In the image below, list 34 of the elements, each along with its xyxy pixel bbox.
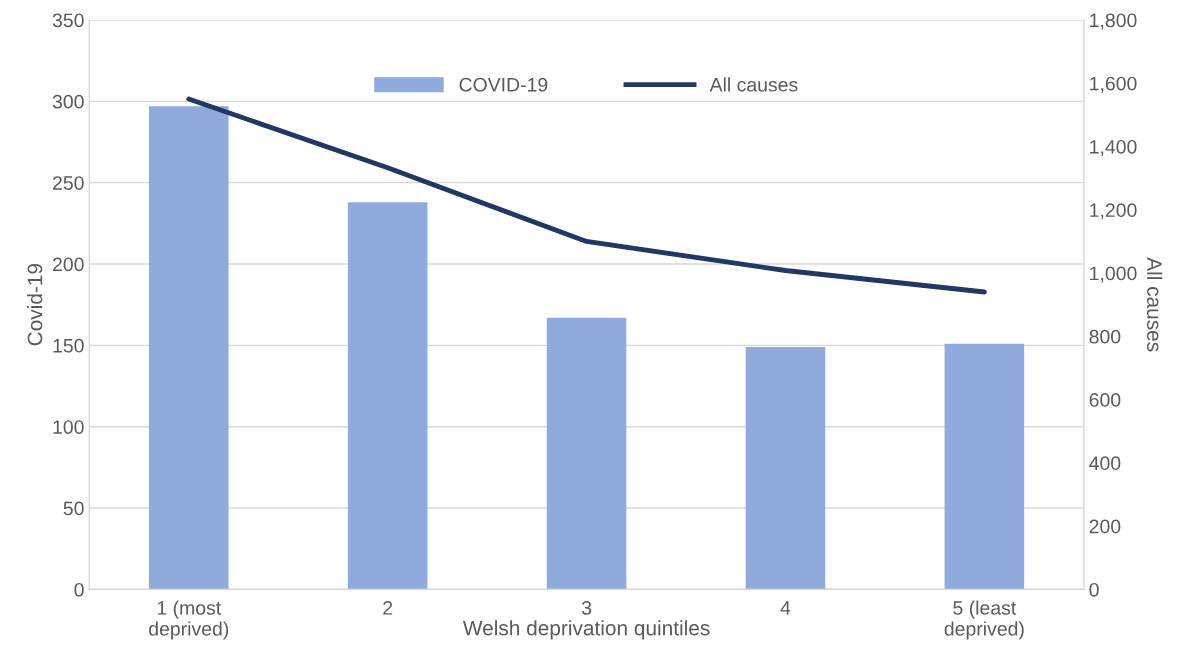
y-tick-label: 0: [74, 582, 84, 597]
y-tick-label: 150: [53, 338, 84, 353]
x-tick-label: 1 (most deprived): [149, 600, 229, 640]
y-tick-label: 200: [53, 257, 84, 272]
bar: [944, 343, 1025, 590]
legend-label: All causes: [709, 77, 798, 92]
y-tick-label: 100: [53, 420, 84, 434]
y2-tick-label: 200: [1089, 519, 1121, 534]
y2-tick-label: 800: [1089, 329, 1121, 344]
legend-label: COVID-19: [459, 77, 548, 92]
y2-tick-label: 0: [1089, 582, 1099, 597]
y-tick-label: 250: [53, 176, 84, 190]
y2-tick-label: 1,600: [1090, 76, 1137, 93]
y-tick-label: 350: [52, 13, 84, 28]
x-tick-label: 2: [383, 601, 393, 615]
y2-tick-label: 1,800: [1090, 13, 1137, 30]
bar: [546, 317, 627, 590]
y2-tick-label: 1,000: [1090, 266, 1137, 283]
y2-tick-label: 1,400: [1090, 139, 1137, 157]
y-tick-label: 50: [63, 501, 84, 516]
y-axis-title: Covid-19: [27, 263, 43, 346]
x-tick-label: 5 (least deprived): [944, 600, 1024, 640]
bar: [347, 202, 428, 590]
bar: [148, 106, 229, 590]
y2-tick-label: 1,200: [1090, 203, 1137, 220]
y2-tick-label: 400: [1089, 456, 1121, 471]
x-tick-label: 3: [581, 601, 592, 615]
line-series: [186, 96, 987, 295]
x-tick-label: 4: [780, 601, 791, 615]
y2-tick-label: 600: [1089, 393, 1121, 407]
bar: [745, 347, 826, 590]
y2-axis-title: All causes: [1147, 257, 1163, 352]
y-tick-label: 300: [52, 94, 84, 109]
x-axis-title: Welsh deprivation quintiles: [462, 620, 710, 640]
